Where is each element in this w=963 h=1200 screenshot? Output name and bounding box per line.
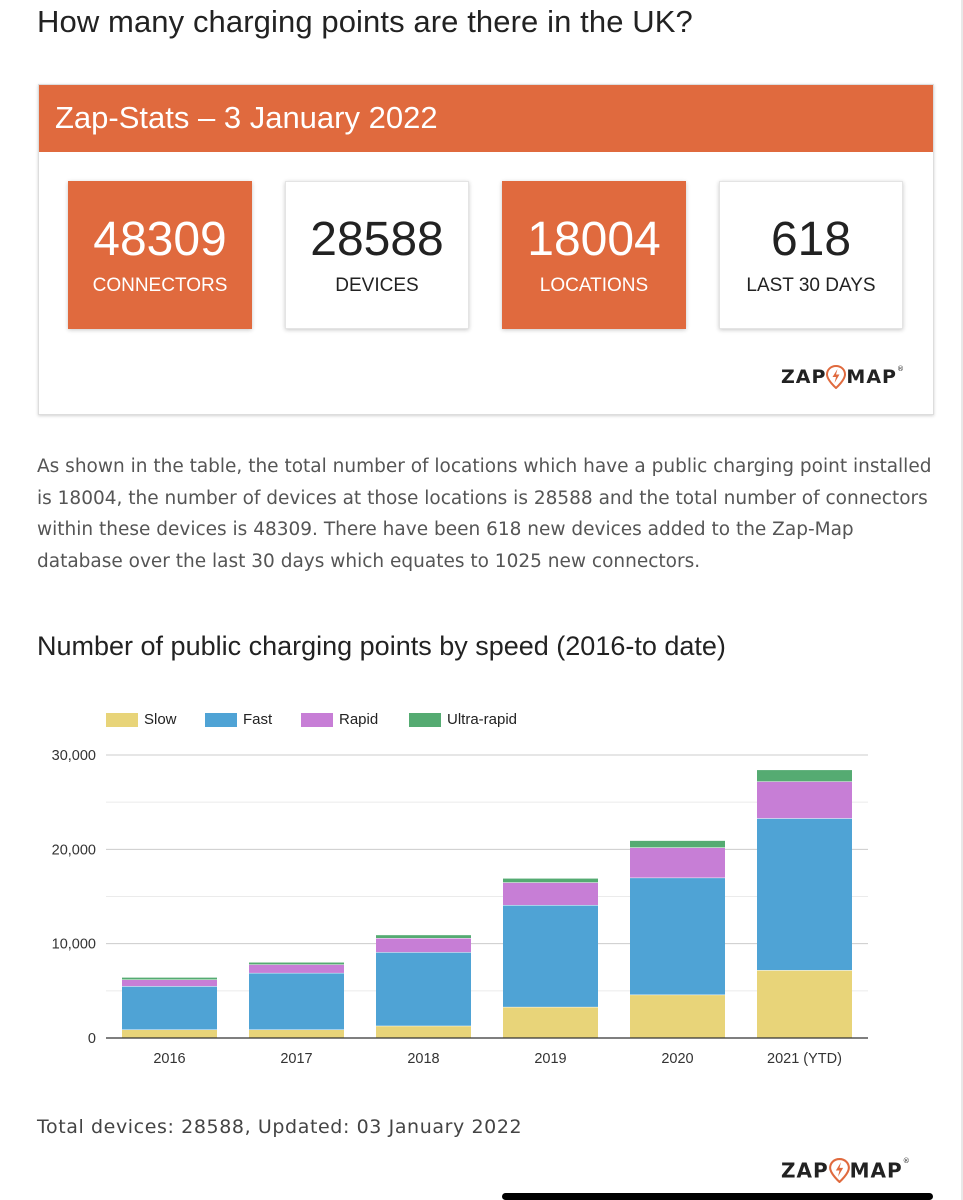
- bar-segment-fast-2020: [630, 877, 725, 995]
- legend-label: Ultra-rapid: [447, 711, 518, 728]
- bar-segment-slow-2020: [630, 994, 725, 1038]
- intro-paragraph: As shown in the table, the total number …: [37, 456, 932, 572]
- x-tick-label: 2020: [661, 1051, 693, 1067]
- zap-map-logo[interactable]: ZAP MAP®: [781, 364, 905, 390]
- x-tick-label: 2021 (YTD): [767, 1051, 842, 1067]
- bar-segment-fast-2018: [376, 952, 471, 1026]
- bar-segment-rapid-2018: [376, 938, 471, 953]
- stat-label: CONNECTORS: [92, 275, 228, 296]
- scroll-indicator[interactable]: [502, 1193, 933, 1200]
- legend-swatch-slow: [106, 713, 138, 727]
- registered-mark-icon: ®: [896, 365, 905, 373]
- x-tick-label: 2016: [153, 1051, 185, 1067]
- legend-label: Fast: [243, 711, 273, 728]
- legend-swatch-rapid: [301, 713, 333, 727]
- y-tick-label: 10,000: [52, 937, 96, 953]
- bar-segment-ultra-rapid-2018: [376, 935, 471, 939]
- y-tick-label: 0: [88, 1031, 96, 1047]
- stats-card-title: Zap-Stats – 3 January 2022: [55, 100, 438, 135]
- bar-segment-rapid-2019: [503, 882, 598, 905]
- stat-label: LAST 30 DAYS: [746, 275, 876, 296]
- stat-devices: 28588 DEVICES: [285, 181, 469, 329]
- registered-mark-icon: ®: [902, 1157, 911, 1165]
- bar-segment-ultra-rapid-2021-ytd: [757, 770, 852, 782]
- legend-label: Rapid: [339, 711, 379, 728]
- bar-segment-ultra-rapid-2017: [249, 962, 344, 965]
- bar-segment-fast-2019: [503, 904, 598, 1007]
- footer-summary: Total devices: 28588, Updated: 03 Januar…: [37, 1116, 523, 1138]
- stat-value: 48309: [93, 213, 227, 266]
- chart-section-title: Number of public charging points by spee…: [37, 631, 726, 661]
- lightning-bolt-pin-icon: [828, 1157, 850, 1184]
- stat-last-30-days: 618 LAST 30 DAYS: [719, 181, 903, 329]
- legend-swatch-fast: [205, 713, 237, 727]
- bar-segment-fast-2016: [122, 986, 217, 1030]
- stat-label: LOCATIONS: [539, 275, 649, 296]
- x-tick-label: 2018: [407, 1051, 439, 1067]
- y-tick-label: 30,000: [52, 748, 96, 764]
- page-title: How many charging points are there in th…: [37, 4, 693, 39]
- zap-map-footer-logo[interactable]: ZAP MAP®: [781, 1157, 911, 1184]
- bar-segment-ultra-rapid-2019: [503, 878, 598, 883]
- bar-segment-slow-2016: [122, 1029, 217, 1038]
- bar-segment-fast-2021-ytd: [757, 818, 852, 971]
- bar-segment-slow-2019: [503, 1006, 598, 1038]
- stat-connectors: 48309 CONNECTORS: [68, 181, 252, 329]
- bar-segment-fast-2017: [249, 972, 344, 1030]
- stat-locations: 18004 LOCATIONS: [502, 181, 686, 329]
- x-tick-label: 2019: [534, 1051, 566, 1067]
- legend-swatch-ultra-rapid: [409, 713, 441, 727]
- logo-text-map: MAP: [849, 1158, 903, 1183]
- y-tick-label: 20,000: [52, 842, 96, 858]
- stat-value: 28588: [310, 213, 444, 266]
- stats-card-header: Zap-Stats – 3 January 2022: [39, 85, 933, 152]
- lightning-bolt-pin-icon: [826, 364, 847, 390]
- bar-segment-ultra-rapid-2020: [630, 840, 725, 848]
- bar-segment-rapid-2016: [122, 979, 217, 987]
- zap-stats-card: Zap-Stats – 3 January 2022 48309 CONNECT…: [38, 84, 934, 415]
- stat-value: 618: [770, 213, 852, 266]
- x-tick-label: 2017: [280, 1051, 312, 1067]
- bar-segment-slow-2021-ytd: [757, 970, 852, 1038]
- stat-value: 18004: [527, 213, 661, 266]
- bar-segment-rapid-2020: [630, 847, 725, 878]
- bar-segment-rapid-2017: [249, 964, 344, 973]
- bar-segment-slow-2018: [376, 1025, 471, 1038]
- bar-segment-rapid-2021-ytd: [757, 781, 852, 819]
- logo-text-zap: ZAP: [781, 1158, 829, 1183]
- legend-label: Slow: [144, 711, 177, 728]
- logo-text-zap: ZAP: [781, 366, 827, 388]
- bar-segment-slow-2017: [249, 1029, 344, 1038]
- bar-segment-ultra-rapid-2016: [122, 977, 217, 980]
- logo-text-map: MAP: [846, 366, 897, 388]
- stat-label: DEVICES: [335, 275, 419, 296]
- page-edge: [961, 0, 963, 1200]
